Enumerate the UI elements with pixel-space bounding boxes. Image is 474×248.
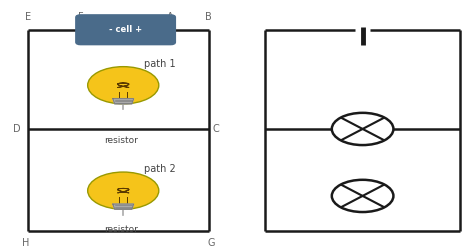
- Text: B: B: [205, 12, 212, 22]
- Text: resistor: resistor: [104, 225, 138, 234]
- Text: path 2: path 2: [144, 164, 175, 174]
- FancyBboxPatch shape: [76, 15, 175, 45]
- Text: path 1: path 1: [144, 60, 175, 69]
- Text: C: C: [212, 124, 219, 134]
- Text: resistor: resistor: [104, 136, 138, 145]
- Polygon shape: [113, 99, 134, 104]
- Text: - cell +: - cell +: [109, 25, 142, 34]
- Circle shape: [88, 172, 159, 209]
- Text: E: E: [26, 12, 31, 22]
- Text: H: H: [22, 238, 30, 248]
- Text: F: F: [78, 12, 83, 22]
- Circle shape: [332, 113, 393, 145]
- Circle shape: [88, 67, 159, 104]
- Text: A: A: [167, 12, 174, 22]
- Text: D: D: [13, 124, 20, 134]
- Polygon shape: [113, 204, 134, 209]
- Text: G: G: [207, 238, 215, 248]
- Circle shape: [332, 180, 393, 212]
